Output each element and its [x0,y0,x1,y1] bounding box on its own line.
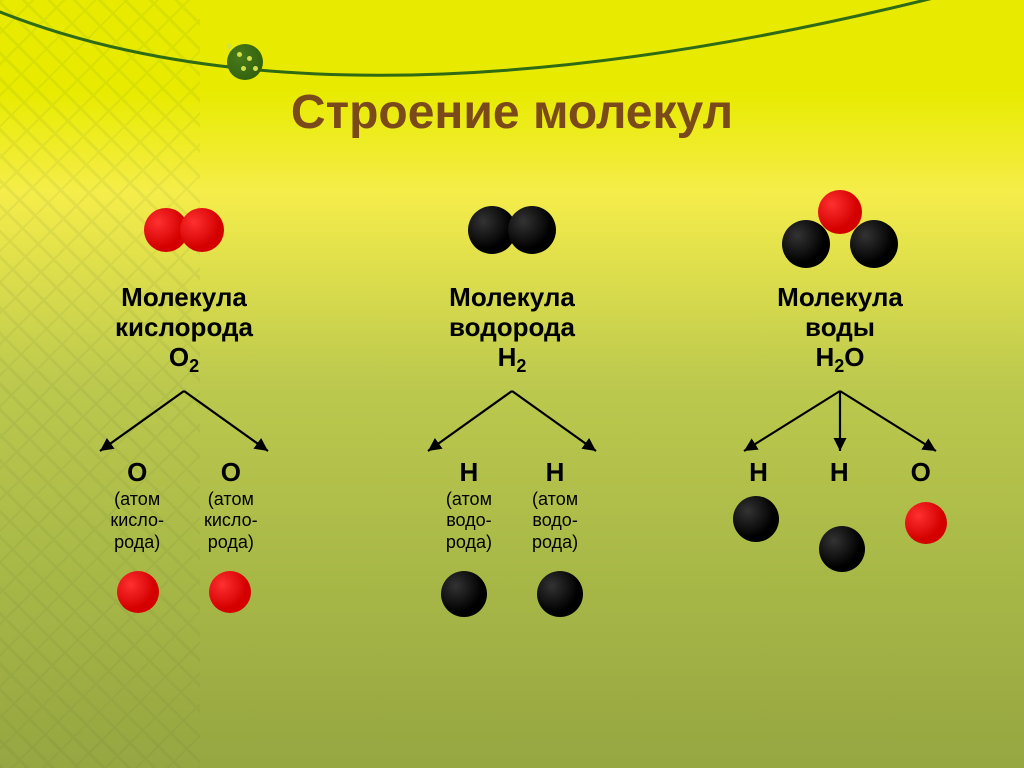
arrows-container [690,387,990,457]
decomposition-row: H(атомводо-рода)H(атомводо-рода) [362,457,662,553]
decomp-item: H [749,457,768,488]
hydrogen-atom-icon [537,571,583,617]
atom-desc-line: рода) [532,533,578,553]
label-line: водорода [449,313,575,343]
decomposition-row: HHO [690,457,990,488]
atom-desc-line: кисло- [204,511,258,531]
atom-desc-line: рода) [446,533,492,553]
water-molecule-icon [760,185,920,275]
atom-symbol: O [204,457,258,488]
oxygen-atom-icon [117,571,159,613]
decomp-item: H(атомводо-рода) [446,457,492,553]
decomp-item: H [830,457,849,488]
atom-symbol: H [532,457,578,488]
decomposed-atoms [117,571,251,613]
decomp-item: O(атомкисло-рода) [110,457,164,553]
atom-desc-line: водо- [532,511,578,531]
hydrogen-atom-icon [508,206,556,254]
decomposition-arrows [362,387,662,457]
hydrogen-label: МолекулаводородаH2 [449,283,575,377]
oxygen-atom-icon [905,502,947,544]
column-oxygen: МолекулакислородаO2O(атомкисло-рода)O(ат… [34,185,334,617]
hydrogen-atom-icon [819,526,865,572]
decomposition-arrows [690,387,990,457]
hydrogen-atom-icon [733,496,779,542]
hydrogen-molecule-icon [432,185,592,275]
oxygen-atom-icon [180,208,224,252]
hydrogen-atom-icon [441,571,487,617]
label-line: Молекула [449,283,575,313]
hydrogen-formula: H2 [449,343,575,377]
molecule-columns: МолекулакислородаO2O(атомкисло-рода)O(ат… [0,185,1024,617]
atom-desc-line: кисло- [110,511,164,531]
atom-desc-line: (атом [204,490,258,510]
hydrogen-atom-icon [850,220,898,268]
atom-desc-line: (атом [110,490,164,510]
atom-symbol: O [911,457,931,488]
column-hydrogen: МолекулаводородаH2H(атомводо-рода)H(атом… [362,185,662,617]
oxygen-molecule-icon [104,185,264,275]
atom-symbol: O [110,457,164,488]
oxygen-formula: O2 [115,343,253,377]
label-line: Молекула [115,283,253,313]
label-line: Молекула [777,283,903,313]
label-line: воды [777,313,903,343]
decomposed-atoms [733,506,947,552]
hydrogen-atom-icon [782,220,830,268]
decomposition-row: O(атомкисло-рода)O(атомкисло-рода) [34,457,334,553]
decomposition-arrows [34,387,334,457]
decomp-item: O [911,457,931,488]
page-title: Строение молекул [0,85,1024,140]
label-line: кислорода [115,313,253,343]
water-label: МолекулаводыH2O [777,283,903,377]
decomposed-atoms [441,571,583,617]
water-formula: H2O [777,343,903,377]
oxygen-label: МолекулакислородаO2 [115,283,253,377]
atom-symbol: H [446,457,492,488]
decomp-item: O(атомкисло-рода) [204,457,258,553]
atom-desc-line: рода) [204,533,258,553]
arrows-container [362,387,662,457]
decomp-item: H(атомводо-рода) [532,457,578,553]
atom-symbol: H [749,457,768,488]
decorative-ball-icon [227,44,263,80]
column-water: МолекулаводыH2O H H O [690,185,990,617]
atom-symbol: H [830,457,849,488]
atom-desc-line: рода) [110,533,164,553]
atom-desc-line: (атом [446,490,492,510]
arrows-container [34,387,334,457]
atom-desc-line: водо- [446,511,492,531]
oxygen-atom-icon [209,571,251,613]
atom-desc-line: (атом [532,490,578,510]
